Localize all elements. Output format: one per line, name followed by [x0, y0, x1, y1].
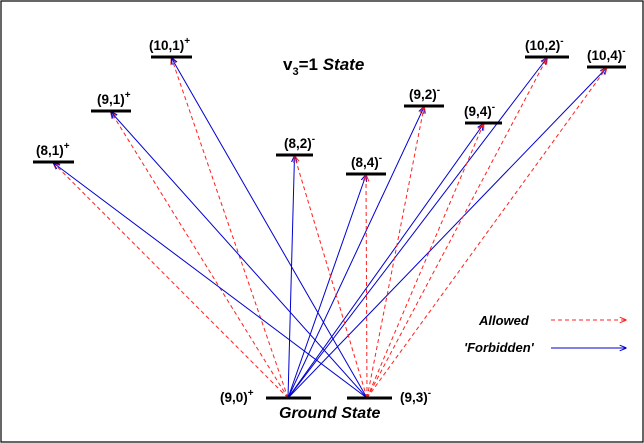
level-parity-sign: +	[64, 141, 70, 152]
level-parity-sign: -	[560, 36, 563, 47]
level-parity-sign: -	[428, 388, 431, 399]
level-quantum-numbers: (9,2)	[409, 87, 437, 102]
transition-forbidden-g90-to-u102	[287, 58, 547, 399]
transition-allowed-g93-to-u104	[366, 68, 607, 399]
transition-allowed-g93-to-u102	[366, 58, 547, 399]
transition-allowed-g93-to-u82	[295, 156, 368, 399]
upper-level-label-u81: (8,1)+	[36, 141, 70, 158]
ground-level-label-g90: (9,0)+	[220, 388, 254, 405]
transition-allowed-g93-to-u94	[366, 124, 484, 399]
upper-level-label-u104: (10,4)-	[587, 46, 626, 63]
transition-forbidden-g90-to-u104	[287, 68, 607, 399]
level-quantum-numbers: (8,2)	[284, 136, 312, 151]
transition-forbidden-g93-to-u91	[111, 112, 368, 399]
transition-forbidden-g90-to-u82	[287, 156, 295, 399]
upper-level-label-u91: (9,1)+	[97, 90, 131, 107]
level-quantum-numbers: (10,2)	[525, 38, 560, 53]
upper-level-label-u82: (8,2)-	[284, 134, 315, 151]
level-parity-sign: +	[184, 36, 190, 47]
transition-allowed-g93-to-u84	[366, 175, 367, 399]
title-italic: State	[323, 55, 365, 74]
transition-allowed-g90-to-u101	[172, 58, 289, 399]
level-parity-sign: +	[125, 90, 131, 101]
transition-allowed-g90-to-u81	[54, 163, 289, 399]
upper-level-label-u94: (9,4)-	[464, 102, 495, 119]
level-quantum-numbers: (8,4)	[351, 155, 379, 170]
transition-allowed-g90-to-u91	[111, 112, 289, 399]
level-parity-sign: -	[622, 46, 625, 57]
title-rest: =1	[299, 55, 323, 74]
transition-forbidden-g90-to-u92	[287, 107, 424, 399]
level-quantum-numbers: (8,1)	[36, 143, 64, 158]
transition-forbidden-g93-to-u81	[54, 163, 368, 399]
level-parity-sign: -	[312, 134, 315, 145]
levels-layer: (8,1)+(9,1)+(10,1)+(8,2)-(8,4)-(9,2)-(9,…	[33, 36, 626, 405]
transitions-layer	[54, 58, 607, 399]
transition-forbidden-g90-to-u84	[287, 175, 366, 399]
upper-level-label-u84: (8,4)-	[351, 153, 382, 170]
legend-forbidden-label: 'Forbidden'	[464, 340, 535, 355]
legend: Allowed 'Forbidden'	[464, 313, 626, 355]
level-parity-sign: +	[248, 388, 254, 399]
title-sub: 3	[292, 66, 298, 78]
upper-level-label-u101: (10,1)+	[149, 36, 190, 53]
level-parity-sign: -	[492, 102, 495, 113]
legend-allowed-label: Allowed	[478, 313, 530, 328]
ground-state-label: Ground State	[279, 405, 380, 422]
transition-forbidden-g93-to-u101	[172, 58, 368, 399]
level-quantum-numbers: (10,4)	[587, 48, 622, 63]
ground-level-label-g93: (9,3)-	[400, 388, 431, 405]
diagram-title: v3=1 State	[283, 55, 364, 78]
level-quantum-numbers: (10,1)	[149, 38, 184, 53]
level-quantum-numbers: (9,0)	[220, 390, 248, 405]
level-quantum-numbers: (9,3)	[400, 390, 428, 405]
level-parity-sign: -	[437, 85, 440, 96]
transition-allowed-g93-to-u92	[366, 107, 424, 399]
title-main: v	[283, 55, 293, 74]
upper-level-label-u102: (10,2)-	[525, 36, 564, 53]
upper-level-label-u92: (9,2)-	[409, 85, 440, 102]
level-parity-sign: -	[379, 153, 382, 164]
level-quantum-numbers: (9,4)	[464, 104, 492, 119]
transition-forbidden-g90-to-u94	[287, 124, 484, 399]
level-quantum-numbers: (9,1)	[97, 92, 125, 107]
